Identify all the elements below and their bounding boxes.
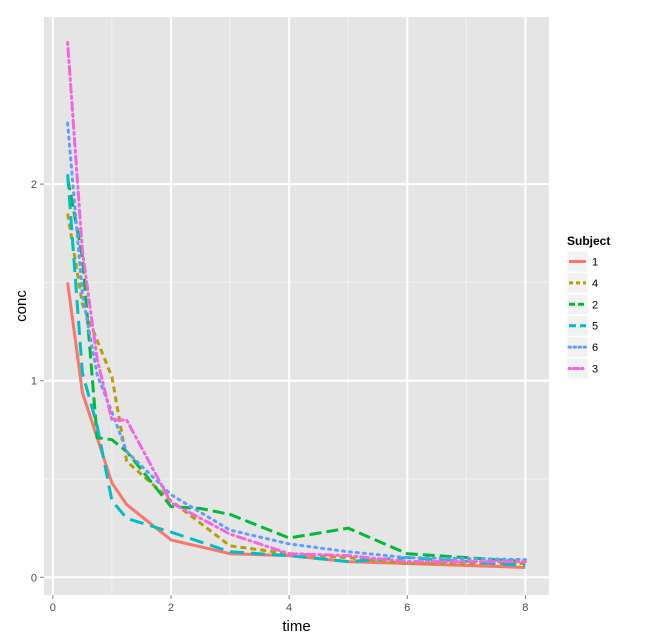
series-line-6 xyxy=(66,121,527,562)
series-line-4 xyxy=(66,213,526,566)
series-line-3 xyxy=(66,41,527,564)
legend: Subject 1 4 2 5 6 3 xyxy=(566,234,610,380)
y-axis-title: conc xyxy=(13,290,30,322)
series-line-2 xyxy=(66,177,526,564)
legend-label-1: 1 xyxy=(592,257,598,269)
x-tick-label: 4 xyxy=(286,602,292,614)
y-axis: 0 1 2 xyxy=(31,179,44,584)
legend-label-2: 2 xyxy=(592,299,598,311)
x-tick-label: 6 xyxy=(404,602,410,614)
x-tick-label: 8 xyxy=(522,602,528,614)
legend-label-5: 5 xyxy=(592,321,598,333)
legend-label-4: 4 xyxy=(592,278,598,290)
minor-gridlines xyxy=(44,17,549,595)
series-lines xyxy=(66,41,527,569)
major-gridlines xyxy=(44,17,549,595)
legend-label-6: 6 xyxy=(592,342,598,354)
x-axis: 0 2 4 6 8 xyxy=(50,595,528,614)
y-tick-label: 1 xyxy=(31,376,37,388)
plot-panel xyxy=(44,17,549,595)
x-tick-label: 2 xyxy=(168,602,174,614)
x-axis-title: time xyxy=(282,618,310,635)
legend-title: Subject xyxy=(567,234,610,248)
series-line-5 xyxy=(66,174,526,568)
x-tick-label: 0 xyxy=(50,602,56,614)
legend-label-3: 3 xyxy=(592,364,598,376)
y-tick-label: 0 xyxy=(31,572,37,584)
y-tick-label: 2 xyxy=(31,179,37,191)
